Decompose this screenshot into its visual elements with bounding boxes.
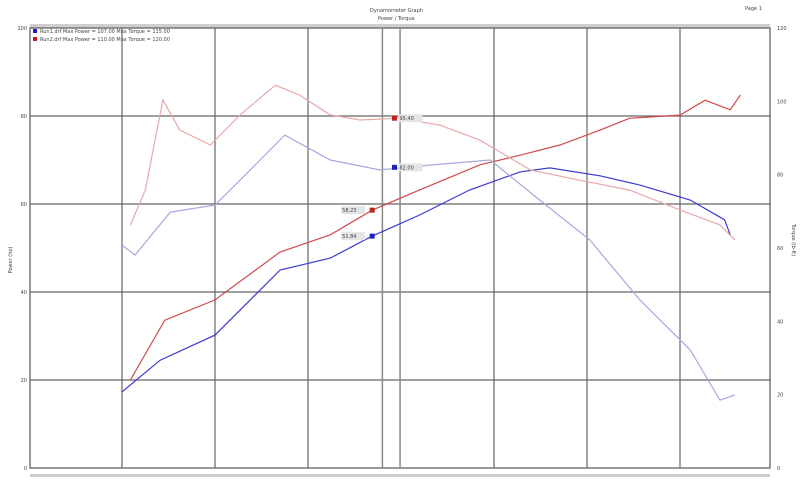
legend-entry-2: Run2.drf Max Power = 110.00 Max Torque =… (40, 37, 170, 43)
x-scrollbar (30, 474, 770, 477)
left-tick-label: 40 (21, 290, 27, 296)
left-tick-label: 20 (21, 378, 27, 384)
header-bar (30, 24, 770, 28)
series-line-1 (121, 167, 731, 393)
left-tick-label: 0 (24, 466, 27, 472)
legend-swatch-1 (33, 29, 37, 33)
marker-label: 58.23 (342, 208, 356, 214)
left-tick-label: 100 (17, 26, 27, 32)
series-line-3 (121, 134, 736, 401)
marker-label-bg (341, 232, 366, 241)
right-tick-label: 60 (777, 246, 783, 252)
right-axis-label: Torque (lb-ft) (790, 223, 796, 256)
right-tick-label: 40 (777, 319, 783, 325)
right-tick-label: 80 (777, 173, 783, 179)
legend-entry-1: Run1.drf Max Power = 107.00 Max Torque =… (40, 29, 170, 35)
right-tick-label: 20 (777, 393, 783, 399)
marker-label: 51.84 (342, 234, 356, 240)
right-tick-label: 100 (777, 99, 787, 105)
marker-label: 95.40 (399, 116, 413, 122)
left-tick-label: 80 (21, 114, 27, 120)
series-line-4 (129, 84, 736, 241)
series-line-2 (129, 94, 741, 381)
marker-point (369, 207, 375, 213)
left-axis-label: Power (hp) (8, 246, 14, 273)
marker-label-bg (341, 206, 366, 215)
page-info: Page 1 (745, 6, 762, 12)
legend-swatch-2 (33, 37, 37, 41)
marker-label: 82.00 (399, 165, 413, 171)
right-tick-label: 120 (777, 26, 787, 32)
right-tick-label: 0 (777, 466, 780, 472)
marker-label-bg (398, 114, 423, 123)
marker-label-bg (398, 163, 423, 172)
marker-point (369, 233, 375, 239)
left-tick-label: 60 (21, 202, 27, 208)
chart-title: Dynamometer Graph (370, 8, 423, 14)
marker-point (391, 164, 397, 170)
marker-point (391, 115, 397, 121)
chart-subtitle: Power / Torque (378, 16, 415, 22)
